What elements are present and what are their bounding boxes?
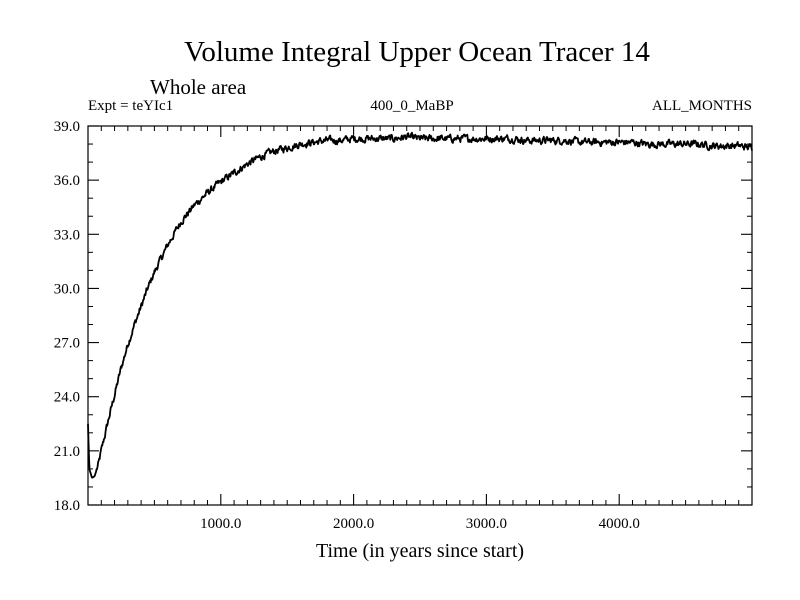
minor-ticks xyxy=(88,126,752,505)
y-tick-label: 39.0 xyxy=(54,119,80,135)
y-tick-label: 36.0 xyxy=(54,173,80,189)
series-line-tracer-14 xyxy=(87,131,753,479)
y-tick-label: 21.0 xyxy=(54,444,80,460)
y-tick-label: 24.0 xyxy=(54,390,80,406)
y-tick-label: 33.0 xyxy=(54,227,80,243)
y-tick-label: 27.0 xyxy=(54,336,80,352)
major-ticks xyxy=(88,125,752,506)
chart-subtitle: Whole area xyxy=(150,75,247,99)
x-tick-label: 2000.0 xyxy=(333,516,374,532)
y-tick-label: 30.0 xyxy=(54,281,80,297)
y-tick-label: 18.0 xyxy=(54,498,80,514)
x-tick-label: 4000.0 xyxy=(599,516,640,532)
x-axis-label: Time (in years since start) xyxy=(316,540,524,562)
chart-title: Volume Integral Upper Ocean Tracer 14 xyxy=(184,36,650,68)
experiment-label: Expt = teYIc1 xyxy=(88,98,173,114)
x-tick-label: 3000.0 xyxy=(466,516,507,532)
period-label: 400_0_MaBP xyxy=(370,98,453,114)
tick-labels: 1000.0 2000.0 3000.0 4000.0 18.0 21.0 24.0 27.0… xyxy=(54,119,640,532)
x-tick-label: 1000.0 xyxy=(200,516,241,532)
plot-frame xyxy=(87,125,753,506)
months-label: ALL_MONTHS xyxy=(652,98,752,114)
